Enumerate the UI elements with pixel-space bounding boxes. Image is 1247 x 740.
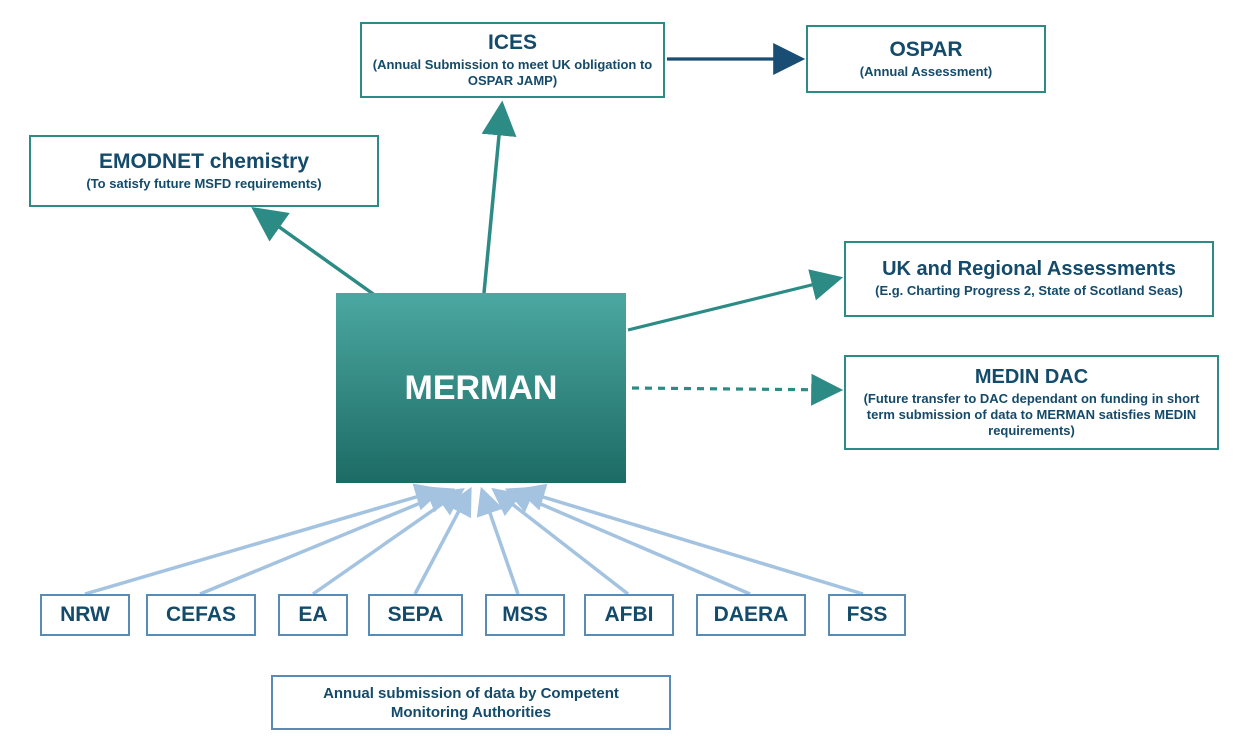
agency-box-ea: EA xyxy=(278,594,348,636)
ukreg-title: UK and Regional Assessments xyxy=(882,258,1176,281)
agency-box-nrw: NRW xyxy=(40,594,130,636)
agency-label: MSS xyxy=(502,603,548,627)
emodnet-sub: (To satisfy future MSFD requirements) xyxy=(86,176,321,192)
medin-title: MEDIN DAC xyxy=(975,366,1088,389)
agency-label: NRW xyxy=(60,603,110,627)
agency-label: EA xyxy=(298,603,327,627)
emodnet-title: EMODNET chemistry xyxy=(99,150,309,174)
merman-label: MERMAN xyxy=(405,369,558,408)
agency-box-fss: FSS xyxy=(828,594,906,636)
agency-label: CEFAS xyxy=(166,603,236,627)
ospar-sub: (Annual Assessment) xyxy=(860,64,992,80)
ices-title: ICES xyxy=(488,31,537,55)
agency-box-sepa: SEPA xyxy=(368,594,463,636)
agency-box-daera: DAERA xyxy=(696,594,806,636)
ospar-box: OSPAR (Annual Assessment) xyxy=(806,25,1046,93)
merman-center-box: MERMAN xyxy=(336,293,626,483)
ospar-title: OSPAR xyxy=(889,38,962,62)
agency-box-mss: MSS xyxy=(485,594,565,636)
agency-label: DAERA xyxy=(714,603,789,627)
medin-sub: (Future transfer to DAC dependant on fun… xyxy=(856,391,1207,440)
medin-box: MEDIN DAC (Future transfer to DAC depend… xyxy=(844,355,1219,450)
agency-box-cefas: CEFAS xyxy=(146,594,256,636)
agency-label: AFBI xyxy=(605,603,654,627)
footer-box: Annual submission of data by Competent M… xyxy=(271,675,671,730)
ukreg-sub: (E.g. Charting Progress 2, State of Scot… xyxy=(875,283,1183,299)
ices-box: ICES (Annual Submission to meet UK oblig… xyxy=(360,22,665,98)
ices-sub: (Annual Submission to meet UK obligation… xyxy=(372,57,653,90)
agency-box-afbi: AFBI xyxy=(584,594,674,636)
agency-label: FSS xyxy=(847,603,888,627)
agency-label: SEPA xyxy=(388,603,444,627)
ukreg-box: UK and Regional Assessments (E.g. Charti… xyxy=(844,241,1214,317)
footer-sub: Annual submission of data by Competent M… xyxy=(283,685,659,723)
emodnet-box: EMODNET chemistry (To satisfy future MSF… xyxy=(29,135,379,207)
